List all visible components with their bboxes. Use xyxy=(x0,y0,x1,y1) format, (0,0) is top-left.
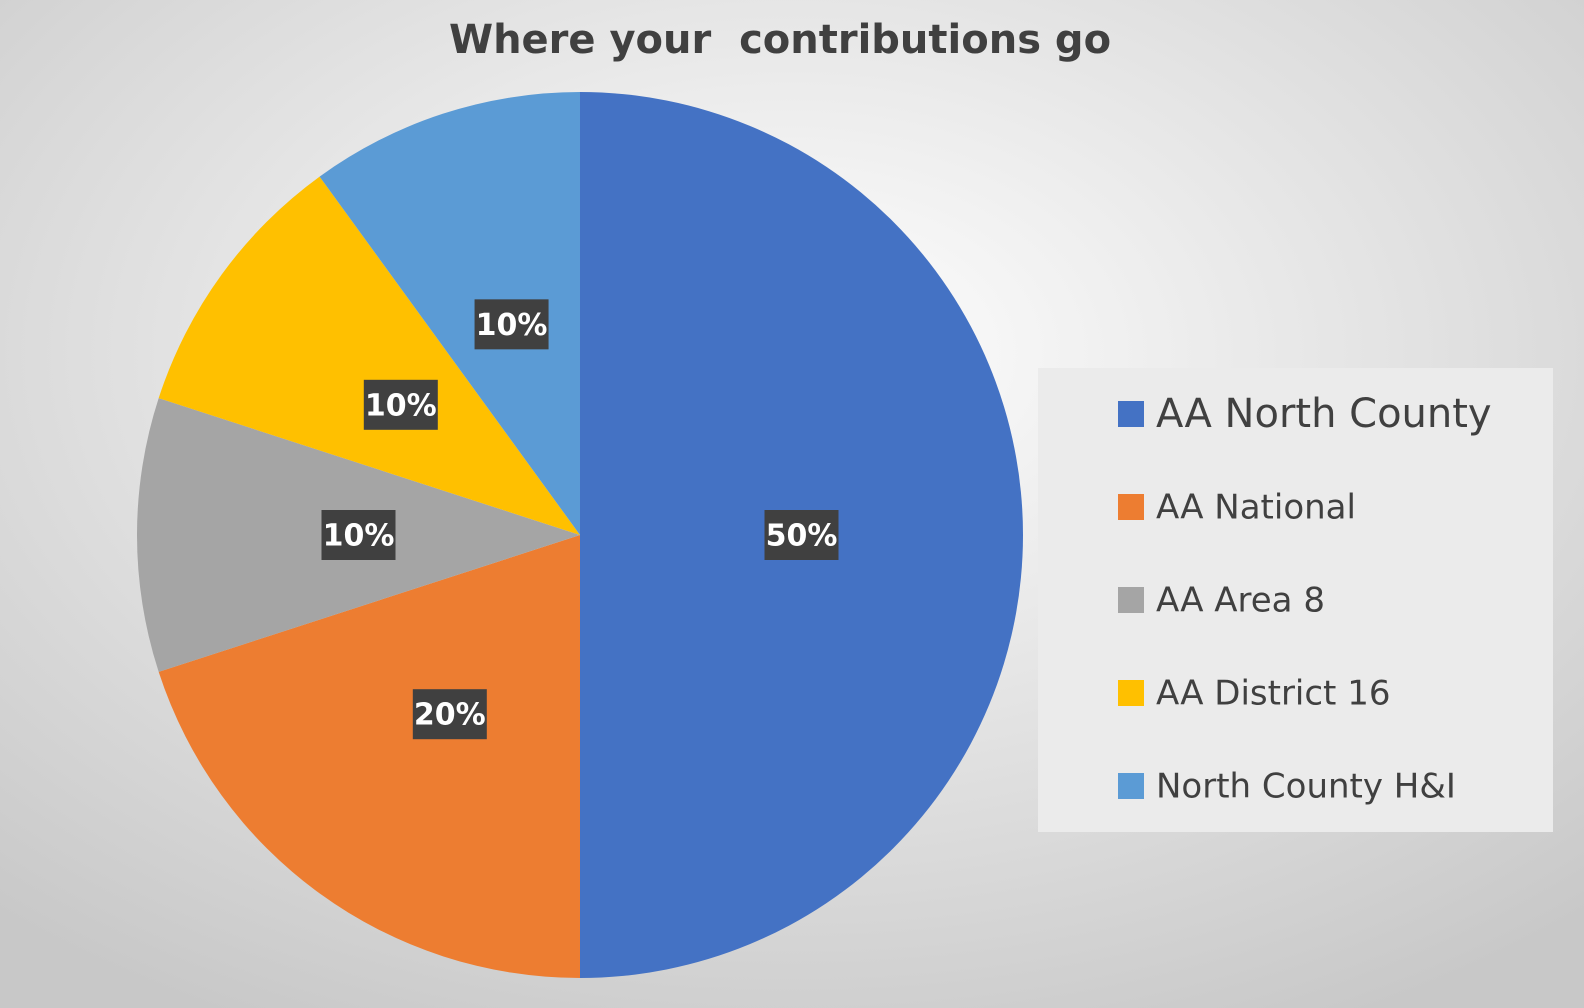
data-label-box xyxy=(412,689,487,740)
chart-title: Where your contributions go xyxy=(449,17,1111,63)
legend-label: AA Area 8 xyxy=(1156,581,1325,621)
data-label: 50% xyxy=(766,519,838,554)
pie-slice xyxy=(319,92,580,535)
pie-slice xyxy=(158,176,581,535)
legend-swatch xyxy=(1118,773,1144,799)
legend-label: AA District 16 xyxy=(1156,674,1390,714)
legend-swatch xyxy=(1118,494,1144,520)
data-label: 10% xyxy=(365,388,437,423)
data-label: 20% xyxy=(414,698,486,733)
data-label-box xyxy=(474,299,549,350)
legend-swatch xyxy=(1118,401,1144,427)
legend-swatch xyxy=(1118,587,1144,613)
legend-label: AA North County xyxy=(1156,391,1492,437)
data-label-box xyxy=(764,510,839,560)
legend-label: AA National xyxy=(1156,488,1356,528)
data-label-box xyxy=(363,379,438,430)
data-label-box xyxy=(321,510,396,560)
legend-label: North County H&I xyxy=(1156,767,1456,807)
pie-slice xyxy=(158,535,581,978)
legend-swatch xyxy=(1118,680,1144,706)
data-label: 10% xyxy=(476,308,548,343)
data-label: 10% xyxy=(323,519,395,554)
